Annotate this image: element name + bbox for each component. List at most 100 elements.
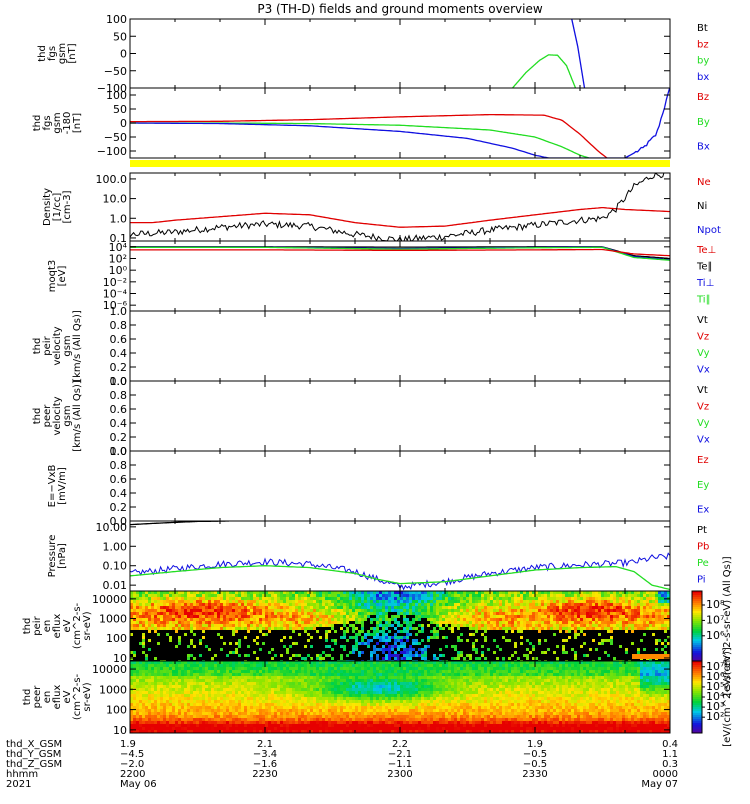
heat-cell — [271, 612, 274, 615]
heat-cell — [280, 648, 283, 651]
heat-cell — [418, 642, 421, 645]
heat-cell — [136, 627, 139, 630]
colorbar-cell — [692, 623, 702, 625]
heat-cell — [505, 654, 508, 657]
heat-cell — [136, 664, 139, 667]
heat-cell — [397, 630, 400, 633]
heat-cell — [370, 609, 373, 612]
heat-cell — [328, 639, 331, 642]
heat-cell — [145, 694, 148, 697]
heat-cell — [607, 654, 610, 657]
heat-cell — [244, 627, 247, 630]
heat-cell — [250, 618, 253, 621]
heat-cell — [595, 621, 598, 624]
heat-cell — [631, 597, 634, 600]
heat-cell — [445, 609, 448, 612]
heat-cell — [553, 633, 556, 636]
heat-cell — [403, 639, 406, 642]
heat-cell — [475, 594, 478, 597]
heat-cell — [151, 600, 154, 603]
heat-cell — [589, 645, 592, 648]
heat-cell — [439, 630, 442, 633]
heat-cell — [322, 639, 325, 642]
heat-cell — [508, 615, 511, 618]
legend-entry: Vt — [697, 315, 708, 326]
heat-cell — [655, 633, 658, 636]
heat-cell — [139, 606, 142, 609]
heat-cell — [220, 627, 223, 630]
heat-cell — [166, 594, 169, 597]
heat-cell — [559, 612, 562, 615]
heat-cell — [163, 654, 166, 657]
heat-cell — [529, 657, 532, 660]
heat-cell — [571, 609, 574, 612]
heat-cell — [484, 648, 487, 651]
heat-cell — [361, 618, 364, 621]
heat-cell — [394, 654, 397, 657]
heat-cell — [502, 621, 505, 624]
heat-cell — [517, 636, 520, 639]
heat-cell — [538, 639, 541, 642]
heat-cell — [370, 615, 373, 618]
heat-cell — [421, 624, 424, 627]
heat-cell — [481, 606, 484, 609]
heat-cell — [664, 630, 667, 633]
heat-cell — [172, 603, 175, 606]
heat-cell — [562, 624, 565, 627]
y-tick-label: 0.01 — [103, 579, 128, 592]
heat-cell — [430, 651, 433, 654]
heat-cell — [139, 724, 142, 727]
heat-cell — [664, 609, 667, 612]
heat-cell — [304, 648, 307, 651]
heat-cell — [454, 624, 457, 627]
heat-cell — [592, 612, 595, 615]
heat-cell — [460, 636, 463, 639]
heat-cell — [496, 651, 499, 654]
heat-cell — [295, 600, 298, 603]
heat-cell — [205, 618, 208, 621]
heat-cell — [316, 597, 319, 600]
heat-cell — [148, 636, 151, 639]
heat-cell — [556, 654, 559, 657]
heat-cell — [226, 606, 229, 609]
heat-cell — [439, 657, 442, 660]
heat-cell — [208, 600, 211, 603]
heat-cell — [208, 609, 211, 612]
y-tick-label: 0.8 — [110, 459, 128, 472]
heat-cell — [538, 648, 541, 651]
heat-cell — [145, 718, 148, 721]
heat-cell — [526, 642, 529, 645]
heat-cell — [283, 657, 286, 660]
heat-cell — [649, 636, 652, 639]
spectrogram-peer-spec — [130, 661, 670, 733]
heat-cell — [439, 633, 442, 636]
heat-cell — [286, 612, 289, 615]
heat-cell — [625, 642, 628, 645]
heat-cell — [211, 606, 214, 609]
heat-cell — [643, 615, 646, 618]
heat-cell — [577, 639, 580, 642]
heat-cell — [400, 600, 403, 603]
heat-cell — [535, 597, 538, 600]
heat-cell — [232, 654, 235, 657]
heat-cell — [661, 609, 664, 612]
heat-cell — [424, 603, 427, 606]
heat-cell — [568, 603, 571, 606]
heat-cell — [301, 627, 304, 630]
heat-cell — [400, 612, 403, 615]
heat-cell — [136, 727, 139, 730]
heat-cell — [472, 630, 475, 633]
heat-cell — [373, 642, 376, 645]
heat-cell — [637, 606, 640, 609]
heat-cell — [445, 648, 448, 651]
heat-cell — [253, 609, 256, 612]
heat-cell — [463, 627, 466, 630]
heat-cell — [325, 606, 328, 609]
heat-cell — [175, 627, 178, 630]
heat-cell — [190, 630, 193, 633]
heat-cell — [511, 597, 514, 600]
heat-cell — [262, 630, 265, 633]
heat-cell — [208, 639, 211, 642]
heat-cell — [652, 603, 655, 606]
heat-cell — [298, 636, 301, 639]
